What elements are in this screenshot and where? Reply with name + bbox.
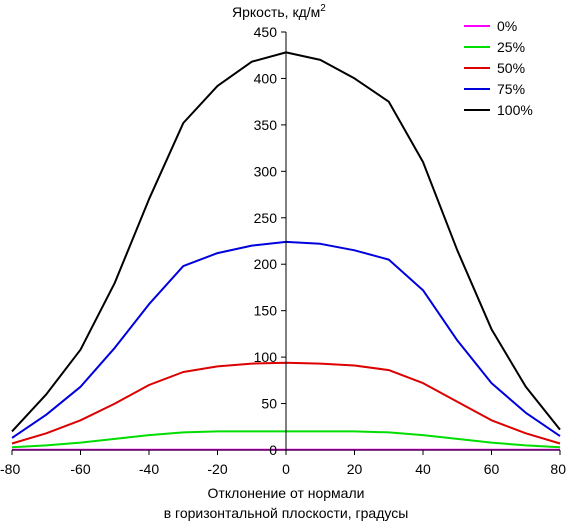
y-tick-label: 150 xyxy=(254,303,278,319)
y-tick-label: 300 xyxy=(254,163,278,179)
legend: 0% 25% 50% 75% 100% xyxy=(464,18,533,118)
y-axis-title-superscript: 2 xyxy=(320,3,326,14)
x-axis-title-line1: Отклонение от нормали xyxy=(208,485,365,501)
x-tick-label: 40 xyxy=(415,461,431,477)
legend-label-1: 0% xyxy=(497,18,517,34)
y-axis-title: Яркость, кд/м2 xyxy=(232,3,326,20)
y-tick-label: 100 xyxy=(254,349,278,365)
legend-label-4: 75% xyxy=(497,81,525,97)
y-axis-ticks: 0 50 100 150 200 250 300 350 400 450 xyxy=(254,24,286,458)
y-axis-title-text: Яркость, кд/м xyxy=(232,4,320,20)
y-tick-label: 400 xyxy=(254,70,278,86)
x-axis-title-line2: в горизонтальной плоскости, градусы xyxy=(164,505,409,521)
y-tick-label: 0 xyxy=(269,442,277,458)
y-tick-label: 200 xyxy=(254,256,278,272)
y-tick-label: 350 xyxy=(254,117,278,133)
axes xyxy=(12,32,560,451)
y-tick-label: 250 xyxy=(254,210,278,226)
legend-label-3: 50% xyxy=(497,60,525,76)
x-tick-label: -80 xyxy=(0,461,20,477)
x-axis-ticks: -80 -60 -40 -20 0 20 40 60 80 xyxy=(0,450,566,477)
x-tick-label: -40 xyxy=(139,461,159,477)
x-tick-label: -60 xyxy=(70,461,90,477)
x-tick-label: 0 xyxy=(282,461,290,477)
x-tick-label: 20 xyxy=(347,461,363,477)
y-tick-label: 450 xyxy=(254,24,278,40)
x-tick-label: 60 xyxy=(484,461,500,477)
legend-label-5: 100% xyxy=(497,102,533,118)
x-tick-label: -20 xyxy=(207,461,227,477)
x-tick-label: 80 xyxy=(550,461,566,477)
y-tick-label: 50 xyxy=(261,396,277,412)
legend-label-2: 25% xyxy=(497,39,525,55)
